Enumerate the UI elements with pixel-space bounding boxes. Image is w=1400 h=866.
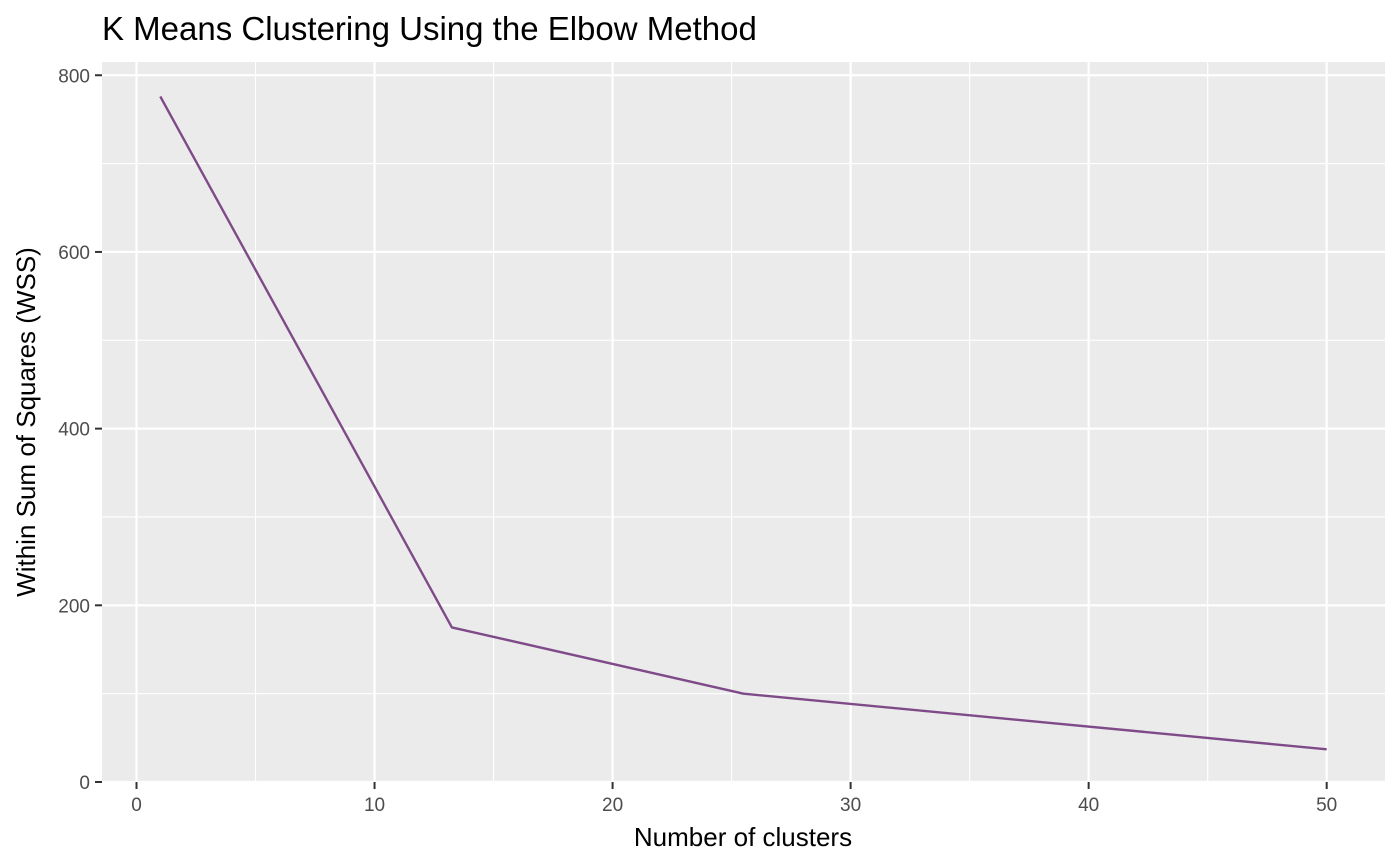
plot-panel [102, 62, 1385, 782]
y-tick-label: 200 [58, 596, 90, 617]
x-axis-label: Number of clusters [634, 822, 852, 852]
y-tick-label: 400 [58, 420, 90, 441]
major-gridlines [102, 62, 1385, 784]
x-tick-label: 50 [1316, 795, 1337, 816]
x-tick-label: 30 [840, 795, 861, 816]
y-tick-label: 800 [58, 66, 90, 87]
y-tick-label: 600 [58, 243, 90, 264]
series-layer [159, 95, 1327, 751]
x-tick-label: 20 [602, 795, 623, 816]
y-axis: 0 200 400 600 800 [58, 66, 102, 794]
x-axis: 0 10 20 30 40 50 [131, 782, 1337, 816]
y-axis-label: Within Sum of Squares (WSS) [11, 247, 41, 597]
x-tick-label: 40 [1078, 795, 1099, 816]
x-tick-label: 0 [131, 795, 142, 816]
series-line [159, 95, 1327, 751]
x-tick-label: 10 [364, 795, 385, 816]
chart-title: K Means Clustering Using the Elbow Metho… [102, 10, 757, 47]
y-tick-label: 0 [79, 773, 90, 794]
